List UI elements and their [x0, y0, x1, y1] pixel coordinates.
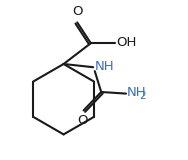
Text: NH: NH: [95, 60, 114, 73]
Text: O: O: [72, 5, 83, 18]
Text: OH: OH: [116, 36, 136, 49]
Text: NH: NH: [127, 86, 146, 99]
Text: O: O: [78, 114, 88, 127]
Text: 2: 2: [139, 91, 146, 100]
